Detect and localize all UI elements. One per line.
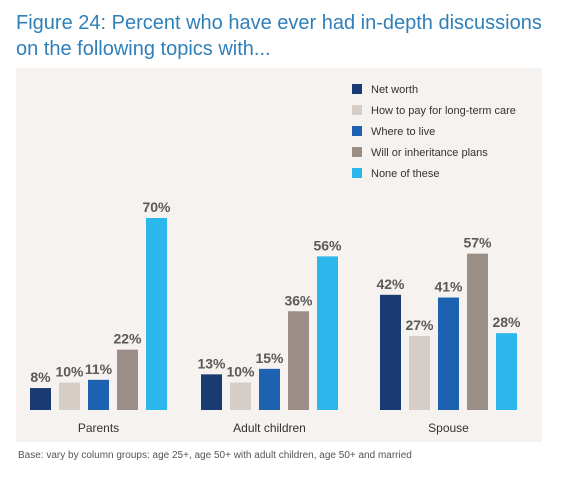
category-label: Parents	[78, 421, 119, 435]
chart-title: Figure 24: Percent who have ever had in-…	[16, 10, 556, 62]
bar	[201, 374, 222, 410]
bar	[259, 368, 280, 410]
chart-title-line2: on the following topics with...	[16, 38, 271, 60]
bar-value-label: 22%	[113, 331, 142, 347]
bar	[117, 349, 138, 410]
legend-label: Where to live	[371, 126, 435, 138]
bar	[317, 256, 338, 410]
bar-value-label: 56%	[313, 237, 342, 253]
bar	[409, 335, 430, 410]
legend-label: Will or inheritance plans	[371, 147, 488, 159]
bar-value-label: 11%	[85, 361, 113, 377]
bar	[59, 382, 80, 410]
bar	[496, 333, 517, 410]
bar-value-label: 8%	[30, 369, 51, 385]
bar-value-label: 10%	[55, 364, 84, 380]
bar-value-label: 15%	[255, 350, 284, 366]
bar-value-label: 10%	[226, 364, 255, 380]
bar-value-label: 28%	[492, 314, 521, 330]
category-label: Spouse	[428, 421, 469, 435]
legend-swatch	[352, 126, 362, 136]
legend-swatch	[352, 168, 362, 178]
bar-value-label: 36%	[284, 292, 313, 308]
bar	[288, 311, 309, 410]
bar	[88, 379, 109, 410]
bar-value-label: 27%	[405, 317, 434, 333]
bar-value-label: 57%	[463, 235, 492, 251]
bar	[146, 218, 167, 410]
chart-title-line1: Figure 24: Percent who have ever had in-…	[16, 12, 542, 34]
bar	[30, 388, 51, 410]
bar-value-label: 13%	[197, 355, 226, 371]
bar-value-label: 41%	[434, 279, 463, 295]
category-label: Adult children	[233, 421, 306, 435]
legend-swatch	[352, 84, 362, 94]
bar	[380, 294, 401, 410]
bar-value-label: 70%	[142, 199, 171, 215]
legend-label: How to pay for long-term care	[371, 105, 516, 117]
bar	[230, 382, 251, 410]
legend-swatch	[352, 147, 362, 157]
footnote: Base: vary by column groups: age 25+, ag…	[18, 450, 412, 461]
bar	[438, 297, 459, 410]
bar-value-label: 42%	[376, 276, 405, 292]
legend-label: None of these	[371, 168, 440, 180]
legend-label: Net worth	[371, 84, 418, 96]
bar	[467, 253, 488, 410]
legend-swatch	[352, 105, 362, 115]
